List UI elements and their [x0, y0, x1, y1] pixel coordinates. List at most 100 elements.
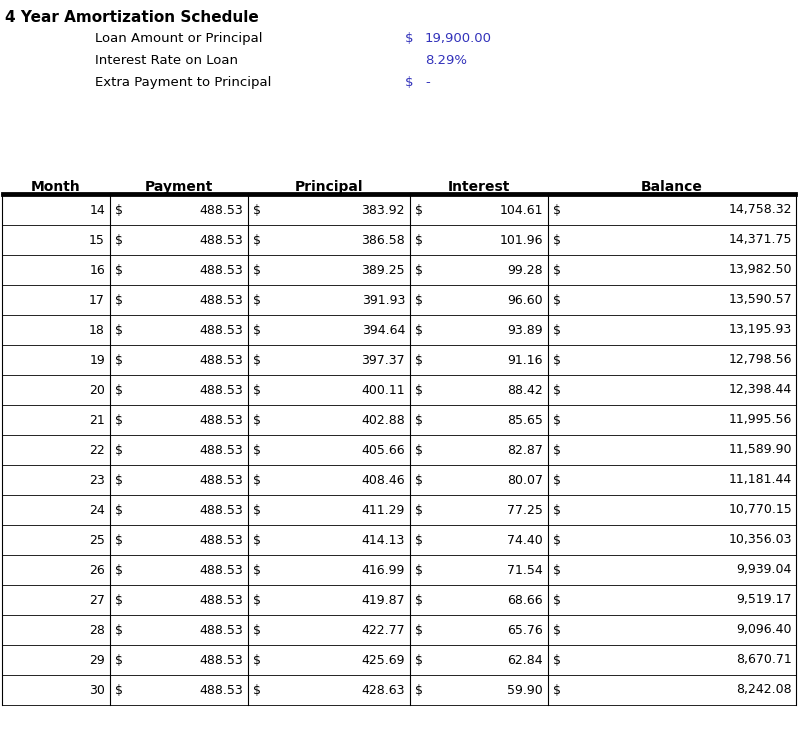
Text: $: $ — [115, 204, 123, 217]
Text: 4 Year Amortization Schedule: 4 Year Amortization Schedule — [5, 10, 258, 25]
Text: $: $ — [415, 414, 423, 426]
Text: Interest: Interest — [448, 180, 510, 194]
Text: $: $ — [115, 533, 123, 547]
Text: 419.87: 419.87 — [362, 593, 405, 607]
Text: $: $ — [253, 623, 261, 636]
Text: 488.53: 488.53 — [199, 293, 243, 307]
Text: $: $ — [115, 353, 123, 366]
Text: 8,670.71: 8,670.71 — [736, 653, 792, 666]
Text: $: $ — [253, 593, 261, 607]
Text: 15: 15 — [89, 234, 105, 247]
Text: $: $ — [253, 474, 261, 487]
Text: $: $ — [553, 384, 561, 396]
Text: 9,939.04: 9,939.04 — [737, 563, 792, 577]
Text: $: $ — [415, 563, 423, 577]
Text: 68.66: 68.66 — [507, 593, 543, 607]
Text: $: $ — [553, 684, 561, 696]
Text: 416.99: 416.99 — [362, 563, 405, 577]
Text: $: $ — [253, 204, 261, 217]
Text: 488.53: 488.53 — [199, 563, 243, 577]
Text: 488.53: 488.53 — [199, 414, 243, 426]
Text: $: $ — [253, 293, 261, 307]
Text: $: $ — [253, 323, 261, 336]
Text: 13,590.57: 13,590.57 — [728, 293, 792, 307]
Text: 14,371.75: 14,371.75 — [729, 234, 792, 247]
Text: 386.58: 386.58 — [362, 234, 405, 247]
Text: Balance: Balance — [641, 180, 703, 194]
Text: 80.07: 80.07 — [507, 474, 543, 487]
Text: 408.46: 408.46 — [362, 474, 405, 487]
Text: 488.53: 488.53 — [199, 593, 243, 607]
Text: $: $ — [415, 623, 423, 636]
Text: 414.13: 414.13 — [362, 533, 405, 547]
Text: 17: 17 — [89, 293, 105, 307]
Text: 389.25: 389.25 — [362, 263, 405, 277]
Text: $: $ — [415, 293, 423, 307]
Text: $: $ — [415, 263, 423, 277]
Text: $: $ — [115, 684, 123, 696]
Text: 488.53: 488.53 — [199, 474, 243, 487]
Text: 65.76: 65.76 — [507, 623, 543, 636]
Text: 18: 18 — [89, 323, 105, 336]
Text: 488.53: 488.53 — [199, 263, 243, 277]
Text: 488.53: 488.53 — [199, 204, 243, 217]
Text: $: $ — [415, 444, 423, 456]
Text: 101.96: 101.96 — [499, 234, 543, 247]
Text: $: $ — [115, 563, 123, 577]
Text: $: $ — [553, 593, 561, 607]
Text: $: $ — [115, 593, 123, 607]
Text: $: $ — [553, 474, 561, 487]
Text: $: $ — [253, 533, 261, 547]
Text: 12,398.44: 12,398.44 — [729, 384, 792, 396]
Text: $: $ — [553, 263, 561, 277]
Text: 91.16: 91.16 — [507, 353, 543, 366]
Text: $: $ — [553, 353, 561, 366]
Text: 488.53: 488.53 — [199, 653, 243, 666]
Text: Loan Amount or Principal: Loan Amount or Principal — [95, 32, 262, 45]
Text: $: $ — [415, 684, 423, 696]
Text: $: $ — [115, 444, 123, 456]
Text: $: $ — [253, 263, 261, 277]
Text: Month: Month — [31, 180, 81, 194]
Text: 488.53: 488.53 — [199, 323, 243, 336]
Text: 11,589.90: 11,589.90 — [729, 444, 792, 456]
Text: $: $ — [115, 384, 123, 396]
Text: 397.37: 397.37 — [362, 353, 405, 366]
Text: 8.29%: 8.29% — [425, 54, 467, 67]
Text: 11,995.56: 11,995.56 — [729, 414, 792, 426]
Text: $: $ — [115, 623, 123, 636]
Text: 29: 29 — [90, 653, 105, 666]
Text: 402.88: 402.88 — [362, 414, 405, 426]
Text: $: $ — [415, 474, 423, 487]
Text: $: $ — [115, 474, 123, 487]
Text: 25: 25 — [89, 533, 105, 547]
Text: $: $ — [415, 653, 423, 666]
Text: 14: 14 — [90, 204, 105, 217]
Text: $: $ — [405, 76, 414, 89]
Text: 82.87: 82.87 — [507, 444, 543, 456]
Text: 12,798.56: 12,798.56 — [729, 353, 792, 366]
Text: 411.29: 411.29 — [362, 504, 405, 517]
Text: $: $ — [405, 32, 414, 45]
Text: 422.77: 422.77 — [362, 623, 405, 636]
Text: 26: 26 — [90, 563, 105, 577]
Text: $: $ — [253, 353, 261, 366]
Text: 62.84: 62.84 — [507, 653, 543, 666]
Text: 488.53: 488.53 — [199, 353, 243, 366]
Text: $: $ — [553, 533, 561, 547]
Text: 30: 30 — [89, 684, 105, 696]
Text: Interest Rate on Loan: Interest Rate on Loan — [95, 54, 238, 67]
Text: 488.53: 488.53 — [199, 623, 243, 636]
Text: $: $ — [415, 204, 423, 217]
Text: $: $ — [115, 504, 123, 517]
Text: 488.53: 488.53 — [199, 533, 243, 547]
Text: 488.53: 488.53 — [199, 384, 243, 396]
Text: 488.53: 488.53 — [199, 444, 243, 456]
Text: 425.69: 425.69 — [362, 653, 405, 666]
Text: 10,356.03: 10,356.03 — [729, 533, 792, 547]
Text: $: $ — [115, 323, 123, 336]
Text: 13,982.50: 13,982.50 — [729, 263, 792, 277]
Text: 19: 19 — [90, 353, 105, 366]
Text: 99.28: 99.28 — [507, 263, 543, 277]
Text: $: $ — [553, 293, 561, 307]
